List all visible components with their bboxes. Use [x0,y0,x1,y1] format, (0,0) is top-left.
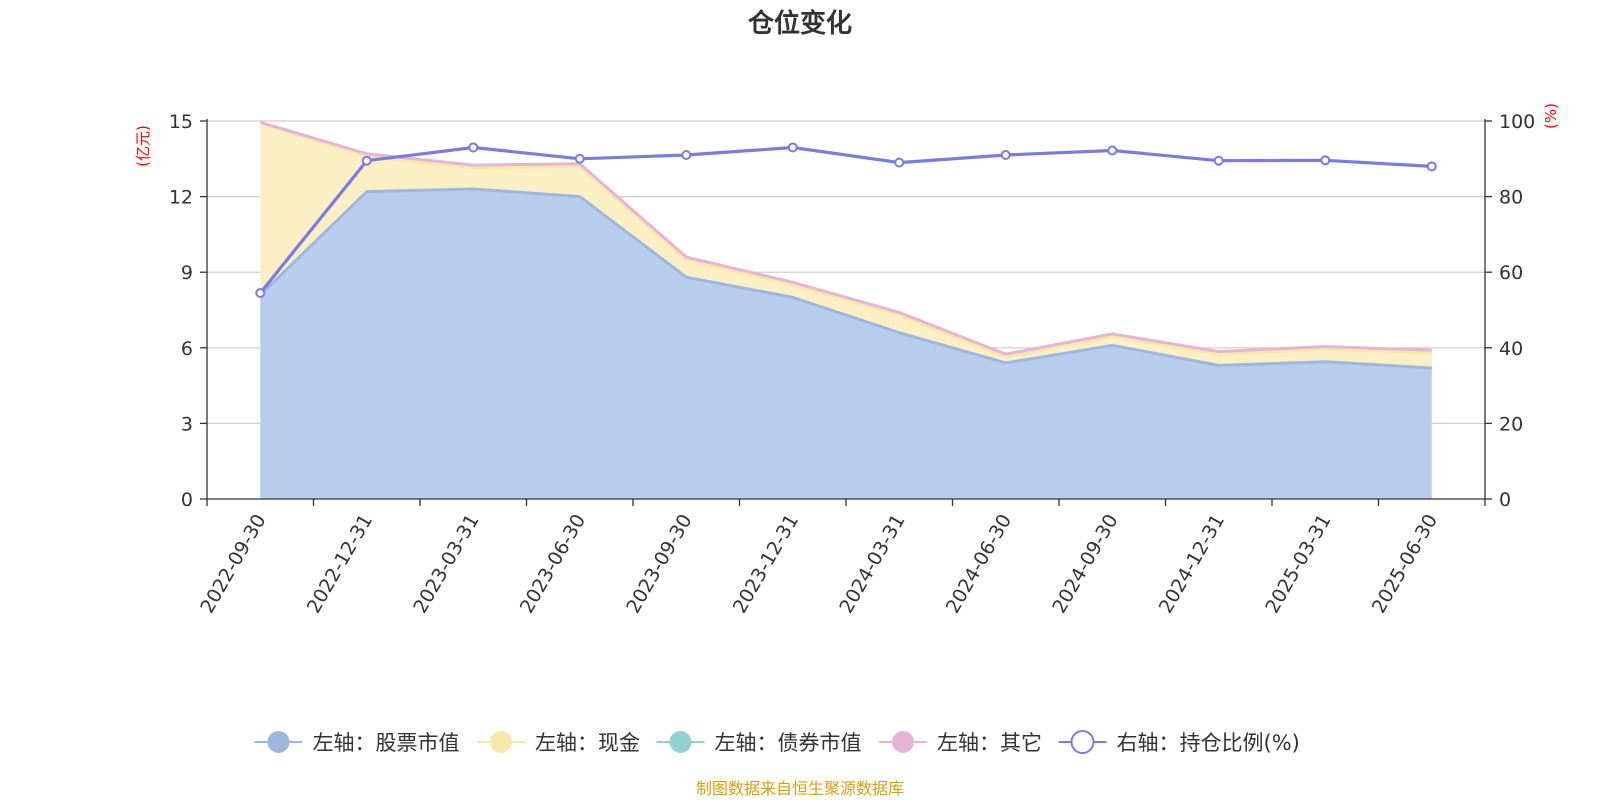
series-lines [259,120,1432,370]
legend-marker [267,731,290,753]
right-tick-label: 20 [1499,413,1523,435]
area-series-0 [260,189,1432,499]
x-tick-label: 2024-06-30 [942,511,1016,618]
line-series-1 [259,122,1432,359]
left-tick-label: 9 [181,262,193,284]
x-tick-label: 2024-03-31 [835,511,909,618]
x-axis-ticks: 2022-09-30 2022-12-31 2023-03-31 2023-06-30… [196,499,1486,618]
legend[interactable]: 左轴：股票市值 左轴：现金 左轴：债券市值 左轴：其它 右轴：持仓比例(%) [254,730,1300,755]
legend-marker [669,731,692,753]
x-tick-label: 2025-06-30 [1368,511,1442,618]
legend-label: 左轴：股票市值 [313,731,460,755]
ratio-point [468,142,479,153]
ratio-point [574,153,585,164]
left-tick-label: 3 [181,413,193,435]
x-tick-label: 2023-06-30 [516,511,590,618]
x-tick-label: 2024-09-30 [1048,511,1122,618]
ratio-point [1213,155,1224,166]
x-tick-label: 2023-09-30 [622,511,696,618]
ratio-point [361,155,372,166]
right-tick-label: 100 [1499,111,1535,133]
left-axis-ticks: 0 3 6 9 12 15 [169,111,207,511]
right-tick-label: 60 [1499,262,1523,284]
legend-item-3[interactable]: 左轴：其它 [879,731,1042,755]
ratio-point [1107,145,1118,156]
right-tick-label: 40 [1499,338,1523,360]
left-tick-label: 15 [169,111,193,133]
legend-item-0[interactable]: 左轴：股票市值 [254,731,460,755]
legend-marker [1070,730,1095,754]
stacked-areas [260,122,1432,499]
x-tick-label: 2023-03-31 [409,511,483,618]
x-tick-label: 2024-12-31 [1155,511,1229,618]
left-tick-label: 12 [169,187,193,209]
legend-marker [892,731,914,753]
line-series-0 [259,187,1432,370]
ratio-point [1320,155,1331,166]
ratio-point [681,150,692,161]
right-tick-label: 0 [1499,489,1511,511]
left-tick-label: 0 [181,489,193,511]
ratio-point [894,157,905,168]
legend-item-4[interactable]: 右轴：持仓比例(%) [1058,730,1300,755]
ratio-point [787,142,798,153]
legend-label: 左轴：债券市值 [715,731,862,755]
legend-item-2[interactable]: 左轴：债券市值 [656,731,862,755]
right-tick-label: 80 [1499,187,1523,209]
left-axis-unit: (亿元) [134,125,152,167]
area-series-1 [260,123,1432,368]
line-series-3 [259,120,1432,356]
x-tick-label: 2022-12-31 [303,511,377,618]
ratio-point [1000,150,1011,161]
legend-label: 左轴：现金 [535,731,640,755]
x-tick-label: 2025-03-31 [1261,511,1335,618]
legend-marker [490,731,512,753]
x-tick-label: 2022-09-30 [196,511,270,618]
line-series-4 [259,145,1432,295]
legend-label: 左轴：其它 [937,731,1042,755]
chart-title: 仓位变化 [747,8,852,39]
ratio-point [255,287,266,298]
right-axis-unit: (%) [1542,103,1560,129]
legend-label: 右轴：持仓比例(%) [1117,731,1300,755]
left-tick-label: 6 [181,338,193,360]
right-axis-ticks: 0 20 40 60 80 100 [1485,111,1535,511]
ratio-point [1426,161,1437,172]
legend-item-1[interactable]: 左轴：现金 [477,731,640,755]
x-tick-label: 2023-12-31 [729,511,803,618]
data-source-note: 制图数据来自恒生聚源数据库 [696,779,904,798]
ratio-points [255,142,1437,298]
